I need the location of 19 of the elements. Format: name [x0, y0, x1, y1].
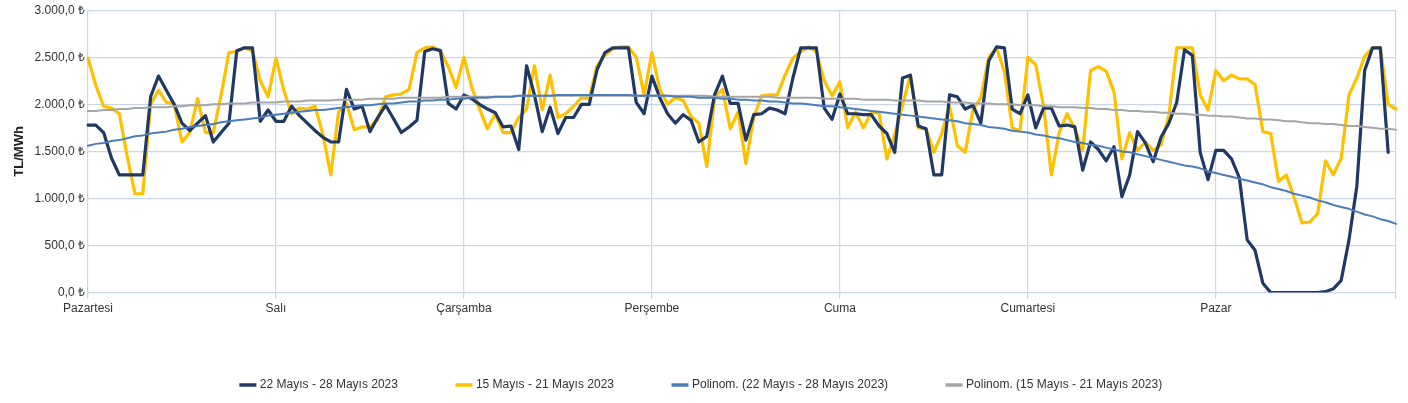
x-tick-label: Çarşamba [436, 301, 492, 316]
x-tick-label: Pazar [1200, 301, 1232, 316]
x-tick-label: Cumartesi [1000, 301, 1056, 316]
legend-label: 22 Mayıs - 28 Mayıs 2023 [259, 377, 399, 392]
legend-label: Polinom. (22 Mayıs - 28 Mayıs 2023) [691, 377, 889, 392]
legend-label: Polinom. (15 Mayıs - 21 Mayıs 2023) [966, 377, 1163, 392]
x-tick-label: Cuma [823, 301, 857, 316]
y-tick-label: 0,0 ₺ [57, 284, 85, 299]
x-tick-label: Salı [265, 301, 287, 316]
legend-label: 15 Mayıs - 21 Mayıs 2023 [475, 377, 615, 392]
y-tick-label: 1.000,0 ₺ [34, 190, 85, 205]
y-tick-label: 2.000,0 ₺ [34, 96, 85, 111]
x-tick-label: Pazartesi [62, 301, 113, 316]
y-tick-label: 3.000,0 ₺ [34, 2, 85, 17]
y-tick-label: 1.500,0 ₺ [34, 143, 85, 158]
y-tick-label: 2.500,0 ₺ [34, 49, 85, 64]
x-tick-label: Perşembe [624, 301, 680, 316]
y-tick-label: 500,0 ₺ [44, 237, 85, 252]
y-axis-title: TL/MWh [11, 126, 27, 177]
